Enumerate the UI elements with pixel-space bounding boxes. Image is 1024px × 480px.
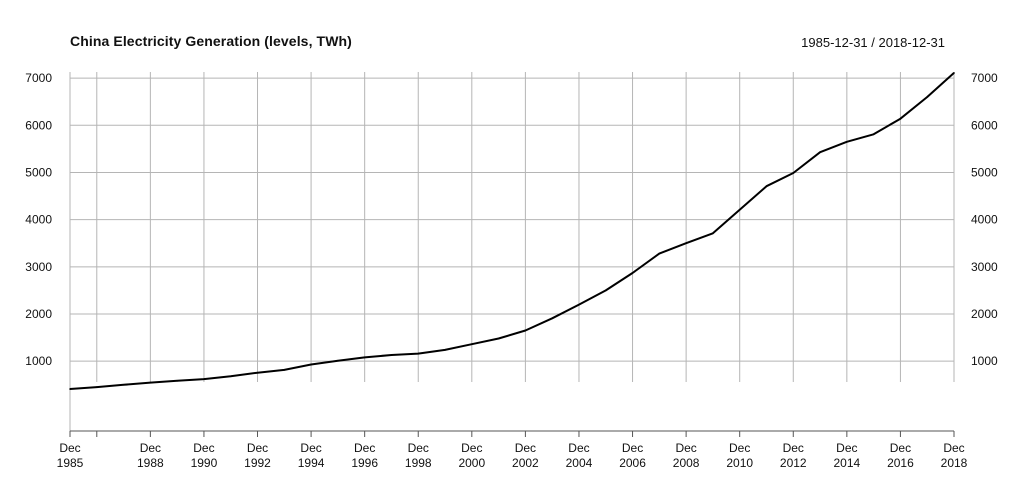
data-point (712, 232, 714, 235)
data-point (229, 375, 232, 378)
y-tick-label-right: 5000 (971, 165, 998, 179)
x-tick-label-month: Dec (622, 441, 643, 455)
y-tick-label-left: 2000 (25, 307, 52, 321)
data-point (899, 117, 902, 120)
y-tick-label-left: 6000 (25, 118, 52, 132)
x-tick-label-year: 2008 (673, 456, 700, 470)
data-point (256, 371, 259, 374)
data-point (819, 151, 821, 153)
x-tick-label-year: 2018 (941, 456, 968, 470)
data-point (658, 252, 661, 255)
y-tick-label-left: 7000 (25, 71, 52, 85)
y-tick-label-right: 3000 (971, 260, 998, 274)
x-tick-label-month: Dec (836, 441, 857, 455)
y-tick-label-left: 3000 (25, 260, 52, 274)
x-axis (69, 430, 955, 437)
data-point (69, 388, 71, 390)
x-tick-label-month: Dec (568, 441, 589, 455)
data-point (390, 354, 393, 356)
date-range: 1985-12-31 / 2018-12-31 (801, 35, 945, 50)
data-point (872, 133, 875, 136)
gridlines (69, 72, 955, 431)
data-point (149, 381, 152, 384)
data-point (765, 185, 768, 187)
data-point (738, 209, 741, 211)
x-tick-label-year: 2012 (780, 456, 807, 470)
x-tick-label-year: 2006 (619, 456, 646, 470)
y-axis-left: 1000 2000 3000 4000 5000 6000 7000 (25, 71, 52, 368)
data-point (417, 352, 420, 355)
series (69, 72, 955, 390)
x-tick-label-year: 1992 (244, 456, 271, 470)
data-point (605, 289, 607, 292)
x-tick-label-month: Dec (675, 441, 696, 455)
x-tick-label-month: Dec (515, 441, 536, 455)
x-tick-label-month: Dec (140, 441, 161, 455)
chart-title: China Electricity Generation (levels, TW… (70, 33, 352, 49)
x-tick-label-year: 2004 (566, 456, 593, 470)
x-tick-label-month: Dec (193, 441, 214, 455)
data-point (953, 72, 955, 74)
x-tick-label-month: Dec (408, 441, 429, 455)
y-tick-label-right: 6000 (971, 118, 998, 132)
data-point (176, 380, 178, 382)
x-tick-label-year: 1985 (57, 456, 84, 470)
x-tick-label-year: 1994 (298, 456, 325, 470)
y-tick-label-right: 7000 (971, 71, 998, 85)
data-point (685, 242, 687, 244)
x-tick-label-year: 2016 (887, 456, 914, 470)
data-point (846, 141, 848, 143)
x-tick-label-month: Dec (59, 441, 80, 455)
data-point (310, 363, 312, 366)
x-tick-label-month: Dec (783, 441, 804, 455)
x-tick-label-year: 2000 (458, 456, 485, 470)
data-point (926, 96, 928, 98)
x-tick-label-year: 1988 (137, 456, 164, 470)
data-point (203, 378, 205, 380)
y-tick-label-right: 1000 (971, 354, 998, 368)
x-tick-label-year: 1996 (351, 456, 378, 470)
x-tick-label-month: Dec (729, 441, 750, 455)
y-tick-label-right: 4000 (971, 213, 998, 227)
data-point (524, 329, 527, 332)
x-tick-label-month: Dec (247, 441, 268, 455)
x-tick-label-year: 2014 (833, 456, 860, 470)
data-point (122, 384, 125, 386)
y-tick-label-left: 4000 (25, 213, 52, 227)
data-point (471, 343, 473, 346)
data-point (551, 317, 553, 320)
x-tick-label-month: Dec (461, 441, 482, 455)
x-tick-label-month: Dec (354, 441, 375, 455)
data-point (578, 303, 580, 306)
x-axis-labels: Dec1985Dec1988Dec1990Dec1992Dec1994Dec19… (57, 441, 968, 470)
series-line (69, 72, 955, 390)
data-point (363, 356, 366, 359)
x-tick-label-month: Dec (300, 441, 321, 455)
data-point (497, 337, 500, 340)
x-tick-label-year: 2002 (512, 456, 539, 470)
x-tick-label-month: Dec (890, 441, 911, 455)
y-tick-label-left: 1000 (25, 354, 52, 368)
y-tick-label-right: 2000 (971, 307, 998, 321)
y-tick-label-left: 5000 (25, 165, 52, 179)
data-point (792, 172, 795, 174)
data-point (283, 369, 286, 371)
x-tick-label-month: Dec (943, 441, 964, 455)
data-point (631, 272, 634, 274)
data-point (444, 349, 446, 351)
data-point (337, 359, 339, 362)
y-axis-right: 1000 2000 3000 4000 5000 6000 7000 (971, 71, 998, 368)
data-point (96, 386, 98, 388)
x-tick-label-year: 1998 (405, 456, 432, 470)
x-tick-label-year: 1990 (191, 456, 218, 470)
x-tick-label-year: 2010 (726, 456, 753, 470)
